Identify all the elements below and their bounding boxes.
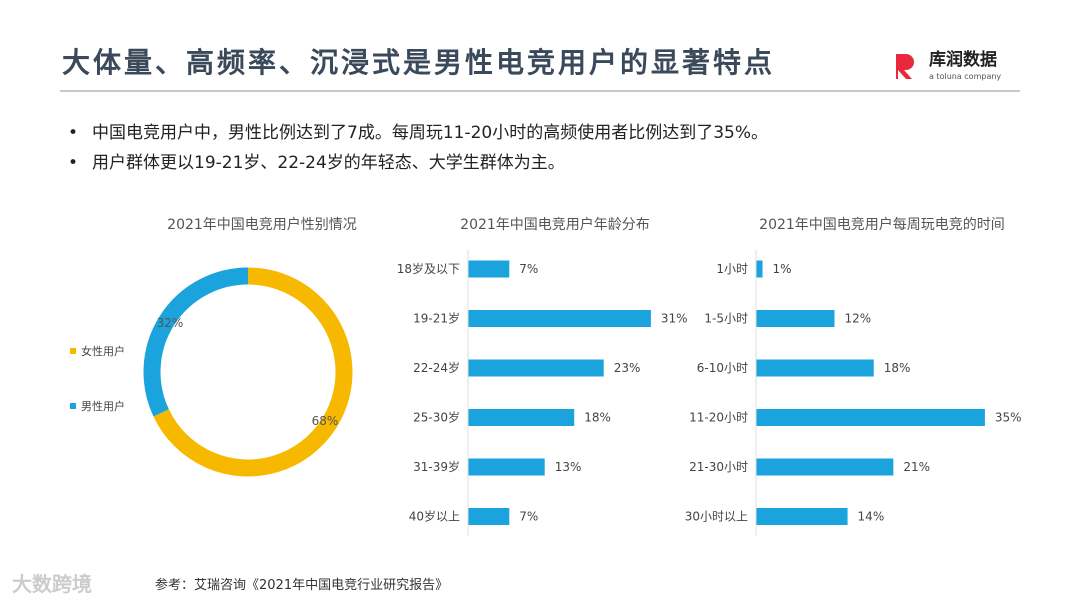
source-note: 参考：艾瑞咨询《2021年中国电竞行业研究报告》 bbox=[155, 578, 449, 593]
bar bbox=[756, 260, 763, 278]
bar-value-label: 18% bbox=[584, 411, 611, 425]
bar bbox=[468, 260, 510, 278]
donut-label: 68% bbox=[312, 414, 339, 428]
bar bbox=[756, 359, 874, 377]
bar bbox=[756, 409, 985, 426]
bar-value-label: 1% bbox=[773, 262, 792, 276]
bar-category-label: 22-24岁 bbox=[413, 360, 460, 375]
bar-value-label: 18% bbox=[884, 361, 911, 375]
logo-text: 库润数据 bbox=[929, 50, 997, 70]
bar-category-label: 19-21岁 bbox=[413, 311, 460, 326]
bar-category-label: 1-5小时 bbox=[704, 312, 748, 326]
bar-value-label: 7% bbox=[519, 262, 538, 276]
bar bbox=[468, 409, 575, 426]
bar bbox=[468, 458, 545, 476]
bar-category-label: 30小时以上 bbox=[685, 510, 748, 524]
bar-category-label: 11-20小时 bbox=[689, 411, 748, 425]
bar bbox=[468, 310, 651, 327]
bullet-1: 中国电竞用户中，男性比例达到了7成。每周玩11-20小时的高频使用者比例达到了3… bbox=[92, 123, 768, 143]
legend-swatch bbox=[70, 403, 76, 409]
bar bbox=[756, 310, 835, 327]
donut-label: 32% bbox=[157, 316, 184, 330]
legend-swatch bbox=[70, 348, 76, 354]
bar-category-label: 40岁以上 bbox=[409, 509, 460, 524]
page-title: 大体量、高频率、沉浸式是男性电竞用户的显著特点 bbox=[62, 46, 776, 79]
header-divider bbox=[60, 90, 1020, 92]
bar-category-label: 6-10小时 bbox=[697, 361, 748, 375]
bar bbox=[756, 458, 894, 476]
donut-slice-1 bbox=[143, 267, 249, 417]
bar-value-label: 13% bbox=[555, 460, 582, 474]
age-chart-title: 2021年中国电竞用户年龄分布 bbox=[460, 217, 650, 233]
bar-value-label: 12% bbox=[844, 312, 871, 326]
time-chart-title: 2021年中国电竞用户每周玩电竞的时间 bbox=[759, 217, 1005, 233]
watermark: 大数跨境 bbox=[12, 572, 92, 596]
bullet-marker: • bbox=[68, 153, 79, 173]
bar-value-label: 35% bbox=[995, 411, 1022, 425]
bar bbox=[468, 508, 510, 525]
legend-label: 男性用户 bbox=[81, 399, 125, 413]
bullet-2: 用户群体更以19-21岁、22-24岁的年轻态、大学生群体为主。 bbox=[92, 153, 565, 173]
bar-value-label: 21% bbox=[903, 460, 930, 474]
gender-chart-title: 2021年中国电竞用户性别情况 bbox=[167, 217, 357, 233]
donut-slice-0 bbox=[153, 267, 353, 477]
bar-value-label: 23% bbox=[614, 361, 641, 375]
logo: 库润数据 a toluna company bbox=[893, 50, 1023, 84]
bar-value-label: 7% bbox=[519, 510, 538, 524]
bar-category-label: 1小时 bbox=[716, 262, 748, 276]
legend-label: 女性用户 bbox=[81, 344, 125, 358]
bar-value-label: 14% bbox=[858, 510, 885, 524]
bar-category-label: 21-30小时 bbox=[689, 460, 748, 474]
bar-category-label: 18岁及以下 bbox=[397, 261, 460, 276]
logo-subtext: a toluna company bbox=[929, 72, 1002, 81]
bar bbox=[756, 508, 848, 525]
bar-category-label: 31-39岁 bbox=[413, 459, 460, 474]
bar bbox=[468, 359, 604, 377]
bar-value-label: 31% bbox=[661, 312, 688, 326]
bullet-marker: • bbox=[68, 123, 79, 143]
logo-r-icon bbox=[896, 54, 914, 79]
bar-category-label: 25-30岁 bbox=[413, 410, 460, 425]
